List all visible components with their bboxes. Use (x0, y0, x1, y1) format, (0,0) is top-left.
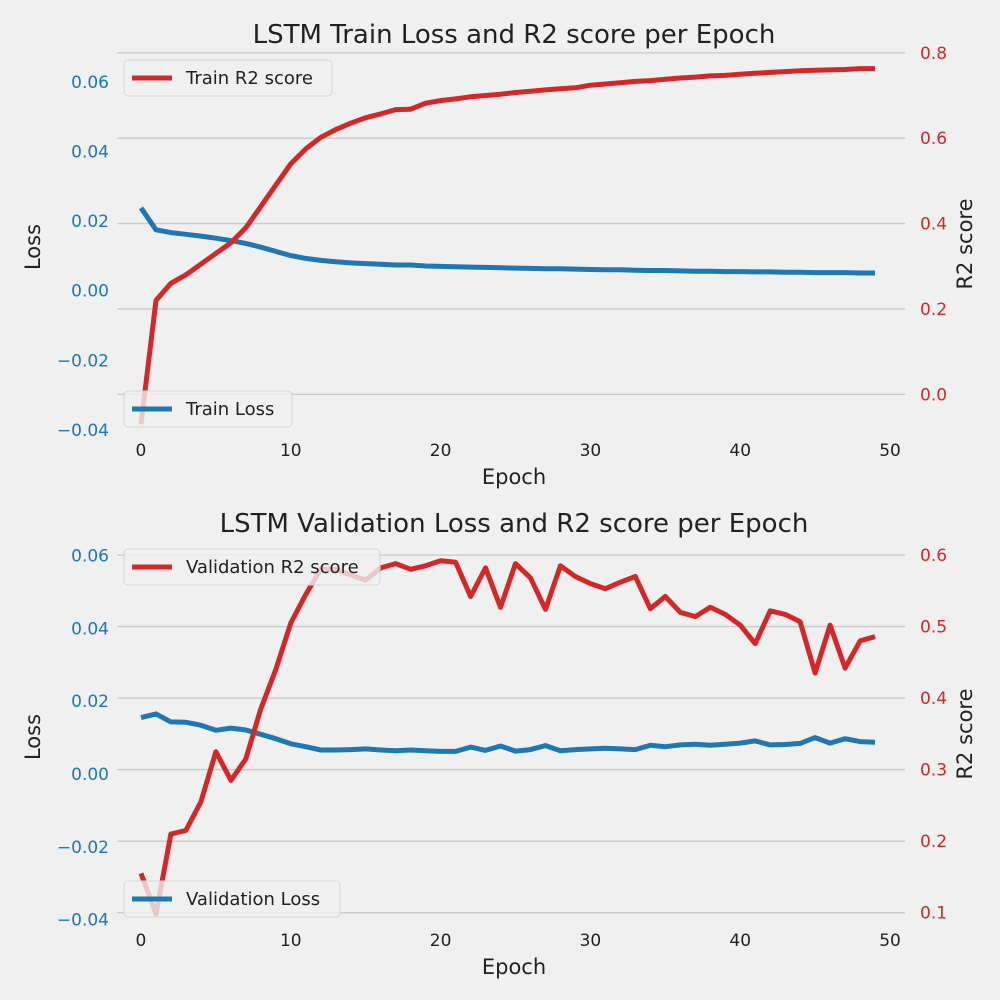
legend-box (123, 548, 381, 586)
legend-box (123, 59, 333, 97)
chart-1: LSTM Train Loss and R2 score per Epoch 0 1… (21, 20, 977, 489)
chart-title: LSTM Train Loss and R2 score per Epoch (253, 20, 776, 50)
y-right-tick-label: 0.6 (920, 546, 947, 566)
legend-loss: Validation Loss (123, 880, 341, 918)
x-tick-label: 40 (729, 931, 751, 951)
y-left-tick-label: 0.02 (71, 692, 109, 712)
chart-2: LSTM Validation Loss and R2 score per Ep… (21, 509, 977, 979)
legend-r2: Validation R2 score (123, 548, 381, 586)
x-axis-label: Epoch (482, 955, 546, 979)
y-left-tick-label: 0.00 (71, 282, 109, 302)
x-tick-label: 30 (580, 931, 602, 951)
r2-series-line (138, 66, 875, 425)
x-tick-label: 50 (879, 931, 901, 951)
legend-box (123, 880, 341, 918)
y-right-tick-label: 0.2 (920, 832, 947, 852)
y-right-tick-label: 0.5 (920, 618, 947, 638)
y-left-tick-label: 0.02 (71, 212, 109, 232)
x-tick-label: 30 (580, 441, 602, 461)
x-axis-label: Epoch (482, 465, 546, 489)
y-left-tick-label: −0.02 (57, 351, 109, 371)
y-right-tick-label: 0.2 (920, 300, 947, 320)
legend-label: Train Loss (185, 399, 274, 420)
y-left-tick-label: 0.06 (71, 73, 109, 93)
legend-label: Validation R2 score (186, 557, 359, 578)
y-right-axis-label: R2 score (953, 688, 977, 779)
loss-series-line (140, 711, 876, 754)
legend-r2: Train R2 score (123, 59, 333, 97)
y-left-tick-label: 0.06 (71, 546, 109, 566)
y-right-tick-label: 0.6 (920, 129, 947, 149)
x-tick-label: 0 (136, 441, 147, 461)
y-right-tick-label: 0.8 (920, 44, 947, 64)
y-right-tick-label: 0.4 (920, 689, 947, 709)
x-tick-label: 50 (879, 441, 901, 461)
y-left-tick-label: 0.00 (71, 765, 109, 785)
y-left-tick-label: 0.04 (71, 142, 109, 162)
legend-label: Validation Loss (186, 889, 320, 910)
x-tick-label: 10 (280, 931, 302, 951)
x-tick-label: 0 (136, 931, 147, 951)
y-right-axis-label: R2 score (953, 198, 977, 289)
x-tick-label: 10 (280, 441, 302, 461)
x-tick-label: 20 (430, 931, 452, 951)
y-right-tick-label: 0.3 (920, 761, 947, 781)
y-left-axis-label: Loss (21, 224, 45, 270)
x-tick-label: 20 (430, 441, 452, 461)
legend-box (123, 390, 293, 428)
chart-title: LSTM Validation Loss and R2 score per Ep… (220, 509, 809, 539)
y-left-tick-label: −0.04 (57, 421, 109, 441)
legend-loss: Train Loss (123, 390, 293, 428)
y-right-tick-label: 0.4 (920, 215, 947, 235)
r2-series-line (138, 558, 876, 917)
legend-label: Train R2 score (185, 68, 313, 89)
x-tick-label: 40 (729, 441, 751, 461)
y-left-tick-label: 0.04 (71, 619, 109, 639)
y-right-tick-label: 0.0 (920, 385, 947, 405)
y-left-axis-label: Loss (21, 714, 45, 760)
y-left-tick-label: −0.02 (57, 838, 109, 858)
loss-series-line (138, 206, 875, 276)
y-right-tick-label: 0.1 (920, 904, 947, 924)
y-left-tick-label: −0.04 (57, 911, 109, 931)
